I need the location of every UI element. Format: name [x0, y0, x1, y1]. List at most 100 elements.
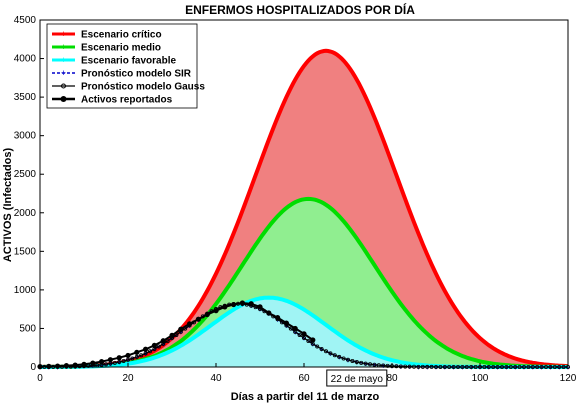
gauss-marker	[332, 353, 337, 358]
reported-point	[107, 357, 113, 363]
reported-point	[257, 304, 263, 310]
legend-marker	[61, 83, 66, 89]
gauss-marker	[328, 351, 333, 356]
gauss-marker	[323, 349, 328, 354]
reported-point	[222, 304, 228, 310]
area-escenario-medio	[40, 198, 568, 367]
legend-label-activos-reportados: Activos reportados	[81, 95, 173, 106]
annotation-box	[326, 369, 388, 387]
reported-point	[248, 301, 254, 307]
reported-point	[99, 359, 105, 365]
legend-marker: +	[61, 29, 66, 39]
reported-point	[275, 315, 281, 321]
line-escenario-critico	[40, 48, 569, 369]
gauss-marker	[126, 357, 131, 362]
gauss-marker	[341, 356, 346, 361]
reported-point	[239, 300, 245, 306]
gauss-marker	[306, 339, 311, 344]
gauss-marker	[121, 358, 126, 363]
gauss-marker	[337, 354, 342, 359]
legend-label-escenario-critico: Escenario crítico	[81, 30, 162, 41]
reported-point	[266, 310, 272, 316]
legend-marker	[60, 96, 67, 102]
x-tick-label: 120	[560, 373, 577, 384]
reported-point	[231, 301, 237, 308]
x-tick-label: 40	[210, 373, 222, 384]
gauss-marker	[315, 344, 320, 349]
reported-point	[125, 352, 131, 359]
gauss-marker	[134, 354, 139, 359]
reported-point	[213, 308, 219, 314]
reported-point	[151, 342, 157, 349]
chart-title: ENFERMOS HOSPITALIZADOS POR DÍA	[185, 2, 415, 17]
reported-point	[55, 363, 61, 369]
reported-point	[195, 316, 201, 322]
reported-point	[143, 346, 149, 352]
reported-point	[310, 337, 316, 343]
y-tick-label: 1500	[14, 246, 37, 257]
reported-point	[81, 361, 87, 367]
gauss-marker	[301, 336, 306, 341]
reported-point	[292, 325, 298, 332]
x-axis-label: Días a partir del 11 de marzo	[231, 391, 380, 403]
legend-marker: +	[61, 42, 66, 52]
gauss-marker	[398, 364, 403, 369]
legend-label-pronostico-modelo-gauss: Pronóstico modelo Gauss	[81, 82, 205, 93]
legend-marker: +	[61, 55, 66, 65]
gauss-marker	[319, 346, 324, 351]
y-tick-label: 0	[30, 362, 36, 373]
gauss-marker	[359, 360, 364, 365]
legend-box	[46, 23, 198, 109]
gauss-marker	[345, 357, 350, 362]
reported-point	[169, 332, 175, 338]
gauss-marker	[165, 339, 170, 344]
reported-point	[90, 360, 96, 366]
y-tick-label: 500	[19, 323, 36, 334]
reported-point	[301, 331, 307, 337]
gauss-marker	[288, 326, 293, 331]
y-tick-label: 4500	[14, 15, 37, 26]
y-tick-label: 2000	[14, 208, 37, 219]
x-tick-label: 20	[122, 373, 134, 384]
gauss-marker	[156, 344, 161, 349]
y-tick-label: 4000	[14, 54, 37, 65]
annotation-text: 22 de mayo	[331, 374, 384, 385]
reported-point	[116, 355, 122, 361]
legend-label-escenario-medio: Escenario medio	[81, 43, 161, 54]
x-tick-label: 60	[298, 373, 310, 384]
reported-point	[160, 338, 166, 344]
reported-point	[178, 326, 184, 332]
reported-point	[283, 320, 289, 326]
gauss-marker	[350, 358, 355, 363]
y-tick-label: 3000	[14, 131, 37, 142]
x-tick-label: 0	[37, 373, 43, 384]
reported-point	[204, 311, 210, 318]
legend-label-pronostico-modelo-sir: Pronóstico modelo SIR	[81, 69, 192, 80]
legend-marker: +	[61, 68, 66, 78]
x-tick-label: 100	[472, 373, 489, 384]
legend: + Escenario crítico + Escenario medio + Escen…	[46, 23, 205, 109]
gauss-marker	[363, 361, 368, 366]
gauss-marker	[104, 362, 109, 367]
gauss-marker	[372, 362, 377, 367]
x-tick-label: 80	[386, 373, 398, 384]
reported-point	[134, 349, 140, 355]
gauss-marker	[117, 359, 122, 364]
gauss-marker	[147, 349, 152, 354]
reported-point	[187, 321, 193, 327]
gauss-marker	[112, 360, 117, 365]
gauss-marker	[130, 356, 135, 361]
gauss-marker	[297, 332, 302, 337]
legend-label-escenario-favorable: Escenario favorable	[81, 56, 176, 67]
gauss-marker	[394, 364, 399, 369]
axes: 0 20 40 60 80 100 120 0 500 1000 1500 2000 2500 3000 3…	[14, 15, 577, 387]
y-tick-label: 3500	[14, 92, 37, 103]
gauss-marker	[139, 353, 144, 358]
reported-point	[72, 362, 78, 368]
y-axis-label: ACTIVOS (Infectados)	[2, 148, 14, 263]
y-tick-label: 1000	[14, 285, 37, 296]
gauss-marker	[367, 362, 372, 367]
y-tick-label: 2500	[14, 169, 37, 180]
reported-point	[46, 363, 52, 369]
